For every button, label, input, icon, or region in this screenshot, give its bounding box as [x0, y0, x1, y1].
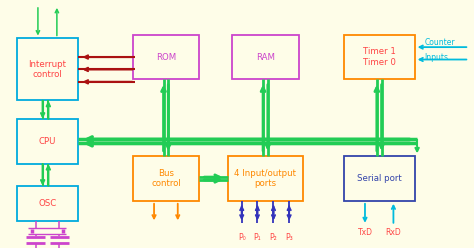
Text: P₃: P₃	[285, 233, 293, 242]
Bar	[344, 156, 415, 201]
Text: Interrupt
control: Interrupt control	[28, 60, 66, 79]
Text: Timer 1
Timer 0: Timer 1 Timer 0	[363, 47, 396, 67]
Text: Bus
control: Bus control	[151, 169, 181, 188]
Bar	[232, 35, 299, 79]
Text: RAM: RAM	[256, 53, 275, 62]
Text: ROM: ROM	[156, 53, 176, 62]
Text: P₂: P₂	[270, 233, 277, 242]
Bar	[344, 35, 415, 79]
Text: Inputs: Inputs	[424, 53, 448, 62]
Bar	[17, 119, 78, 164]
Bar	[133, 35, 199, 79]
Bar	[17, 38, 78, 100]
Text: RxD: RxD	[385, 228, 401, 237]
Text: TxD: TxD	[357, 228, 373, 237]
Text: OSC: OSC	[38, 199, 56, 208]
Text: P₁: P₁	[254, 233, 261, 242]
Text: Counter: Counter	[424, 38, 455, 47]
Text: P₀: P₀	[238, 233, 246, 242]
Bar	[133, 156, 199, 201]
Text: Serial port: Serial port	[357, 174, 401, 183]
Bar	[228, 156, 303, 201]
Bar	[17, 186, 78, 221]
Text: 4 Input/output
ports: 4 Input/output ports	[235, 169, 296, 188]
Text: CPU: CPU	[39, 137, 56, 146]
